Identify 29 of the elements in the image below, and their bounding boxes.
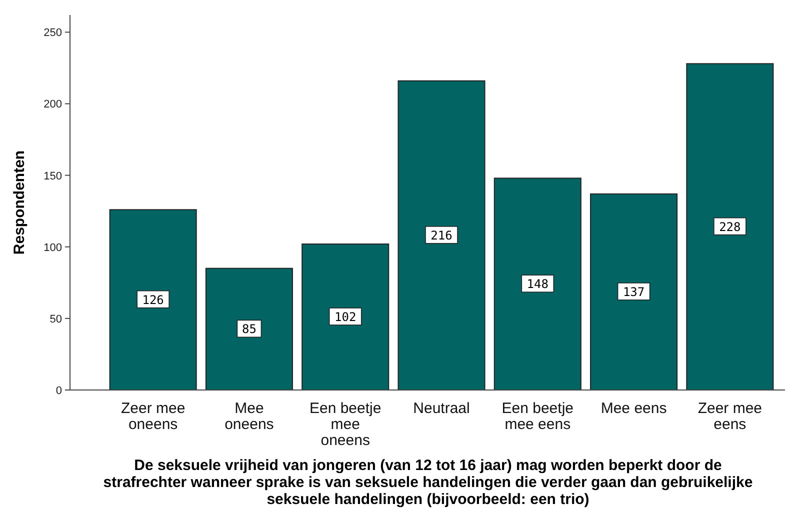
bar bbox=[205, 268, 293, 390]
y-tick-label: 100 bbox=[44, 242, 62, 254]
y-axis-title: Respondenten bbox=[11, 150, 28, 255]
data-label: 126 bbox=[142, 292, 164, 307]
data-label: 137 bbox=[622, 284, 645, 299]
data-label: 102 bbox=[334, 310, 356, 324]
data-label: 216 bbox=[430, 228, 452, 242]
y-tick-label: 250 bbox=[44, 27, 62, 40]
bar bbox=[686, 63, 774, 390]
data-label: 148 bbox=[526, 277, 548, 292]
x-axis-title: De seksuele vrijheid van jongeren (van 12 tot 16 jaar) mag worden beperkt door de strafrechter wanneer sprake is van seksuele handelingen die verder gaan dan gebruikelijke seksuele handelingen (bijvoorbeeld: een trio) bbox=[103, 457, 753, 508]
data-label: 85 bbox=[242, 322, 256, 336]
x-tick-label: Neutraal bbox=[413, 400, 470, 417]
y-tick-label: 150 bbox=[44, 170, 62, 182]
x-tick-label: Mee oneens bbox=[224, 400, 274, 433]
bar bbox=[109, 209, 197, 390]
x-tick-label: Mee eens bbox=[600, 400, 667, 417]
bar bbox=[302, 244, 390, 390]
x-tick-label: Zeer mee eens bbox=[698, 400, 762, 433]
bar bbox=[398, 80, 486, 390]
x-tick-label: Zeer mee oneens bbox=[120, 400, 186, 433]
data-label: 228 bbox=[719, 220, 741, 234]
x-tick-label: Een beetje mee oneens bbox=[309, 400, 382, 449]
bar bbox=[590, 193, 678, 390]
x-tick-label: Een beetje mee eens bbox=[502, 400, 574, 433]
y-tick-label: 0 bbox=[56, 385, 62, 397]
bar bbox=[494, 178, 582, 390]
y-tick-label: 200 bbox=[44, 98, 62, 111]
y-tick-label: 50 bbox=[50, 313, 62, 326]
